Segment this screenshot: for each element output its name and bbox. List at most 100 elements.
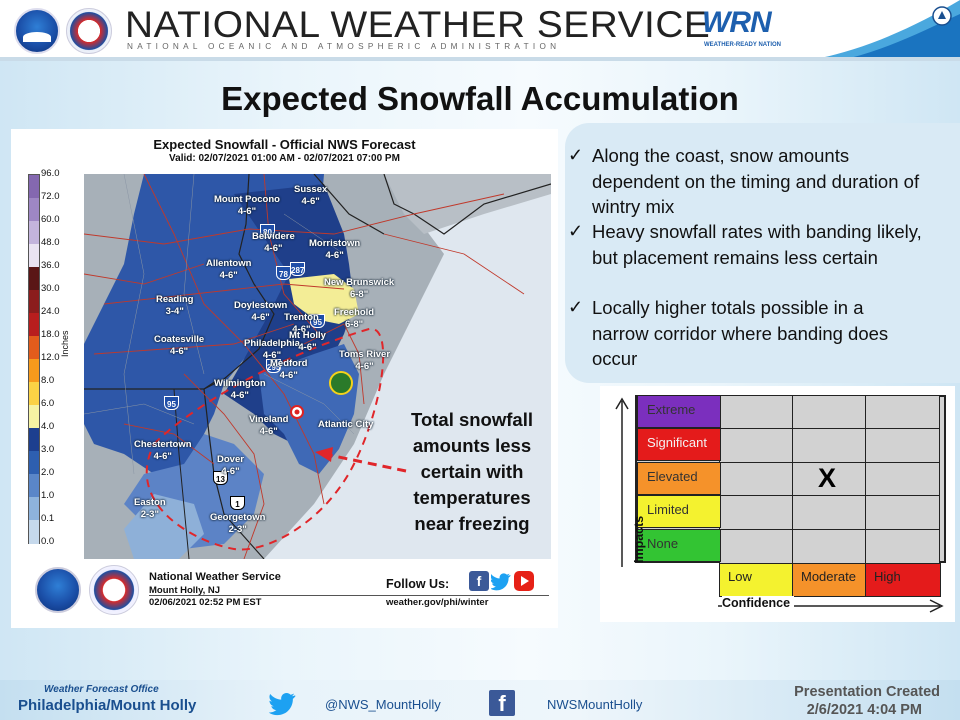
city-name: Sussex	[294, 184, 328, 195]
snowfall-map-panel: Expected Snowfall - Official NWS Forecas…	[11, 129, 558, 628]
legend-label: 0.0	[41, 536, 55, 547]
impact-level-elevated: Elevated	[637, 461, 721, 495]
city-label: Trenton 4-6"	[284, 312, 319, 336]
city-name: Atlantic City	[318, 419, 374, 430]
legend-color-cell	[29, 198, 39, 222]
highway-shield: 295	[266, 359, 281, 373]
check-icon: ✓	[568, 221, 584, 241]
city-snow-amount: 2-3"	[228, 524, 247, 535]
city-name: Coatesville	[154, 334, 205, 345]
matrix-cell	[865, 528, 940, 564]
city-label: Georgetown 2-3"	[210, 512, 265, 536]
city-snow-amount: 4-6"	[169, 346, 189, 357]
city-snow-amount: 2-3"	[140, 509, 159, 520]
legend-color-cell	[29, 221, 39, 245]
legend-label: 4.0	[41, 421, 55, 432]
confidence-axis-label: Confidence	[722, 596, 795, 610]
city-name: New Brunswick	[324, 277, 395, 288]
map-title: Expected Snowfall - Official NWS Forecas…	[153, 137, 416, 152]
map-valid-time: Valid: 02/07/2021 01:00 AM - 02/07/2021 …	[169, 153, 400, 164]
legend-color-cell	[29, 382, 39, 406]
city-name: Morristown	[309, 238, 361, 249]
map-footer: National Weather Service Mount Holly, NJ…	[11, 559, 558, 628]
city-name: Belvidere	[252, 231, 295, 242]
header-swoosh	[820, 0, 960, 58]
facebook-handle[interactable]: NWSMountHolly	[547, 697, 643, 712]
city-name: Toms River	[339, 349, 391, 360]
legend-color-cell	[29, 244, 39, 268]
footer-office: Mount Holly, NJ	[149, 585, 221, 596]
footer-url[interactable]: weather.gov/phi/winter	[386, 597, 489, 608]
legend-color-cell	[29, 290, 39, 314]
agency-subtitle: NATIONAL OCEANIC AND ATMOSPHERIC ADMINIS…	[127, 42, 561, 51]
city-label: Sussex 4-6"	[294, 184, 327, 208]
noaa-footer-logo	[35, 567, 81, 613]
city-label: Belvidere 4-6"	[252, 231, 295, 255]
legend-label: 72.0	[41, 191, 60, 202]
key-points-box: ✓ Along the coast, snow amounts dependen…	[565, 123, 960, 383]
facebook-icon[interactable]: f	[489, 690, 515, 716]
legend-label: 2.0	[41, 467, 55, 478]
legend-units-label: Inches	[60, 330, 70, 357]
agency-title: NATIONAL WEATHER SERVICE	[125, 4, 711, 45]
legend-label: 1.0	[41, 490, 55, 501]
city-name: Easton	[134, 497, 166, 508]
city-label: Doylestown 4-6"	[234, 300, 287, 324]
highway-shield: 287	[290, 262, 305, 276]
twitter-icon[interactable]	[490, 571, 511, 591]
presentation-created-label: Presentation Created	[794, 684, 940, 700]
twitter-icon[interactable]	[268, 690, 298, 716]
footer-divider	[149, 595, 549, 596]
bullet-item: ✓ Heavy snowfall rates with banding like…	[568, 219, 922, 270]
legend-label: 8.0	[41, 375, 55, 386]
highway-shield: 13	[213, 471, 228, 485]
city-snow-amount: 4-6"	[355, 361, 374, 372]
city-snow-amount: 3-4"	[165, 306, 184, 317]
wrn-tagline: WEATHER-READY NATION	[704, 42, 781, 48]
confidence-level-moderate: Moderate	[792, 563, 867, 597]
matrix-cell	[865, 395, 940, 430]
city-label: Wilmington 4-6"	[214, 378, 266, 402]
city-name: Mt Holly	[289, 330, 326, 341]
matrix-cell	[792, 528, 867, 564]
impact-level-significant: Significant	[637, 428, 721, 462]
confidence-level-high: High	[865, 563, 941, 597]
legend-color-cell	[29, 428, 39, 452]
legend-label: 0.1	[41, 513, 55, 524]
city-name: Philadelphia	[244, 338, 300, 349]
matrix-cell	[792, 495, 867, 531]
city-label: Philadelphia 4-6"	[244, 338, 300, 362]
impact-level-none: None	[637, 528, 721, 562]
facebook-icon[interactable]: f	[469, 571, 489, 591]
city-snow-amount: 4-6"	[298, 342, 317, 353]
city-snow-amount: 4-6"	[230, 390, 249, 401]
matrix-cell	[792, 395, 867, 430]
legend-color-cell	[29, 497, 39, 521]
city-snow-amount: 4-6"	[221, 466, 240, 477]
impacts-axis-label: Impacts	[632, 515, 646, 563]
matrix-cell	[792, 428, 867, 464]
bullet-text: Locally higher totals possible in a narr…	[592, 297, 889, 369]
legend-label: 30.0	[41, 283, 60, 294]
legend-label: 96.0	[41, 168, 60, 179]
header-divider	[0, 57, 960, 61]
matrix-cell	[719, 528, 794, 564]
city-label: Mount Pocono 4-6"	[214, 194, 280, 218]
matrix-cell	[865, 461, 940, 497]
twitter-handle[interactable]: @NWS_MountHolly	[325, 697, 441, 712]
matrix-cell	[719, 428, 794, 464]
youtube-icon[interactable]	[514, 571, 534, 591]
snowfall-legend-bar	[28, 174, 40, 544]
city-label: Toms River 4-6"	[339, 349, 390, 373]
bullet-item: ✓ Along the coast, snow amounts dependen…	[568, 143, 922, 220]
legend-color-cell	[29, 313, 39, 337]
bullet-text: Along the coast, snow amounts dependent …	[592, 145, 920, 217]
legend-color-cell	[29, 175, 39, 199]
city-label: Allentown 4-6"	[206, 258, 251, 282]
city-snow-amount: 6-8"	[344, 319, 364, 330]
matrix-cell	[719, 461, 794, 497]
city-label: Coatesville 4-6"	[154, 334, 204, 358]
city-snow-amount: 4-6"	[279, 370, 298, 381]
city-name: Chestertown	[134, 439, 192, 450]
city-name: Dover	[217, 454, 244, 465]
